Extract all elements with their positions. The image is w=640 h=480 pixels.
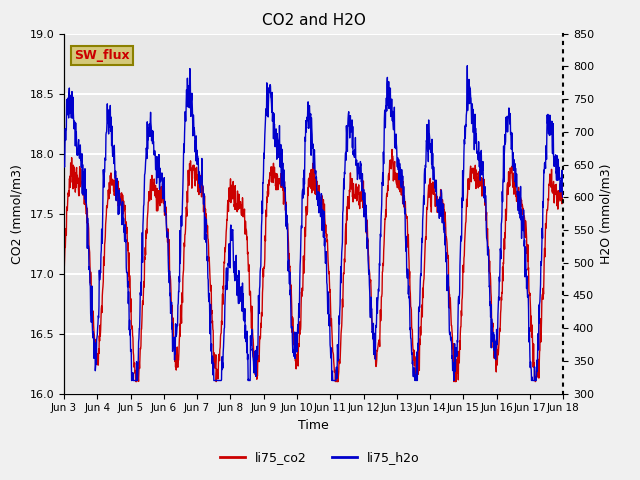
Y-axis label: CO2 (mmol/m3): CO2 (mmol/m3) [11,164,24,264]
Y-axis label: H2O (mmol/m3): H2O (mmol/m3) [600,163,612,264]
Title: CO2 and H2O: CO2 and H2O [262,13,365,28]
Legend: li75_co2, li75_h2o: li75_co2, li75_h2o [215,446,425,469]
X-axis label: Time: Time [298,419,329,432]
Text: SW_flux: SW_flux [74,49,130,62]
